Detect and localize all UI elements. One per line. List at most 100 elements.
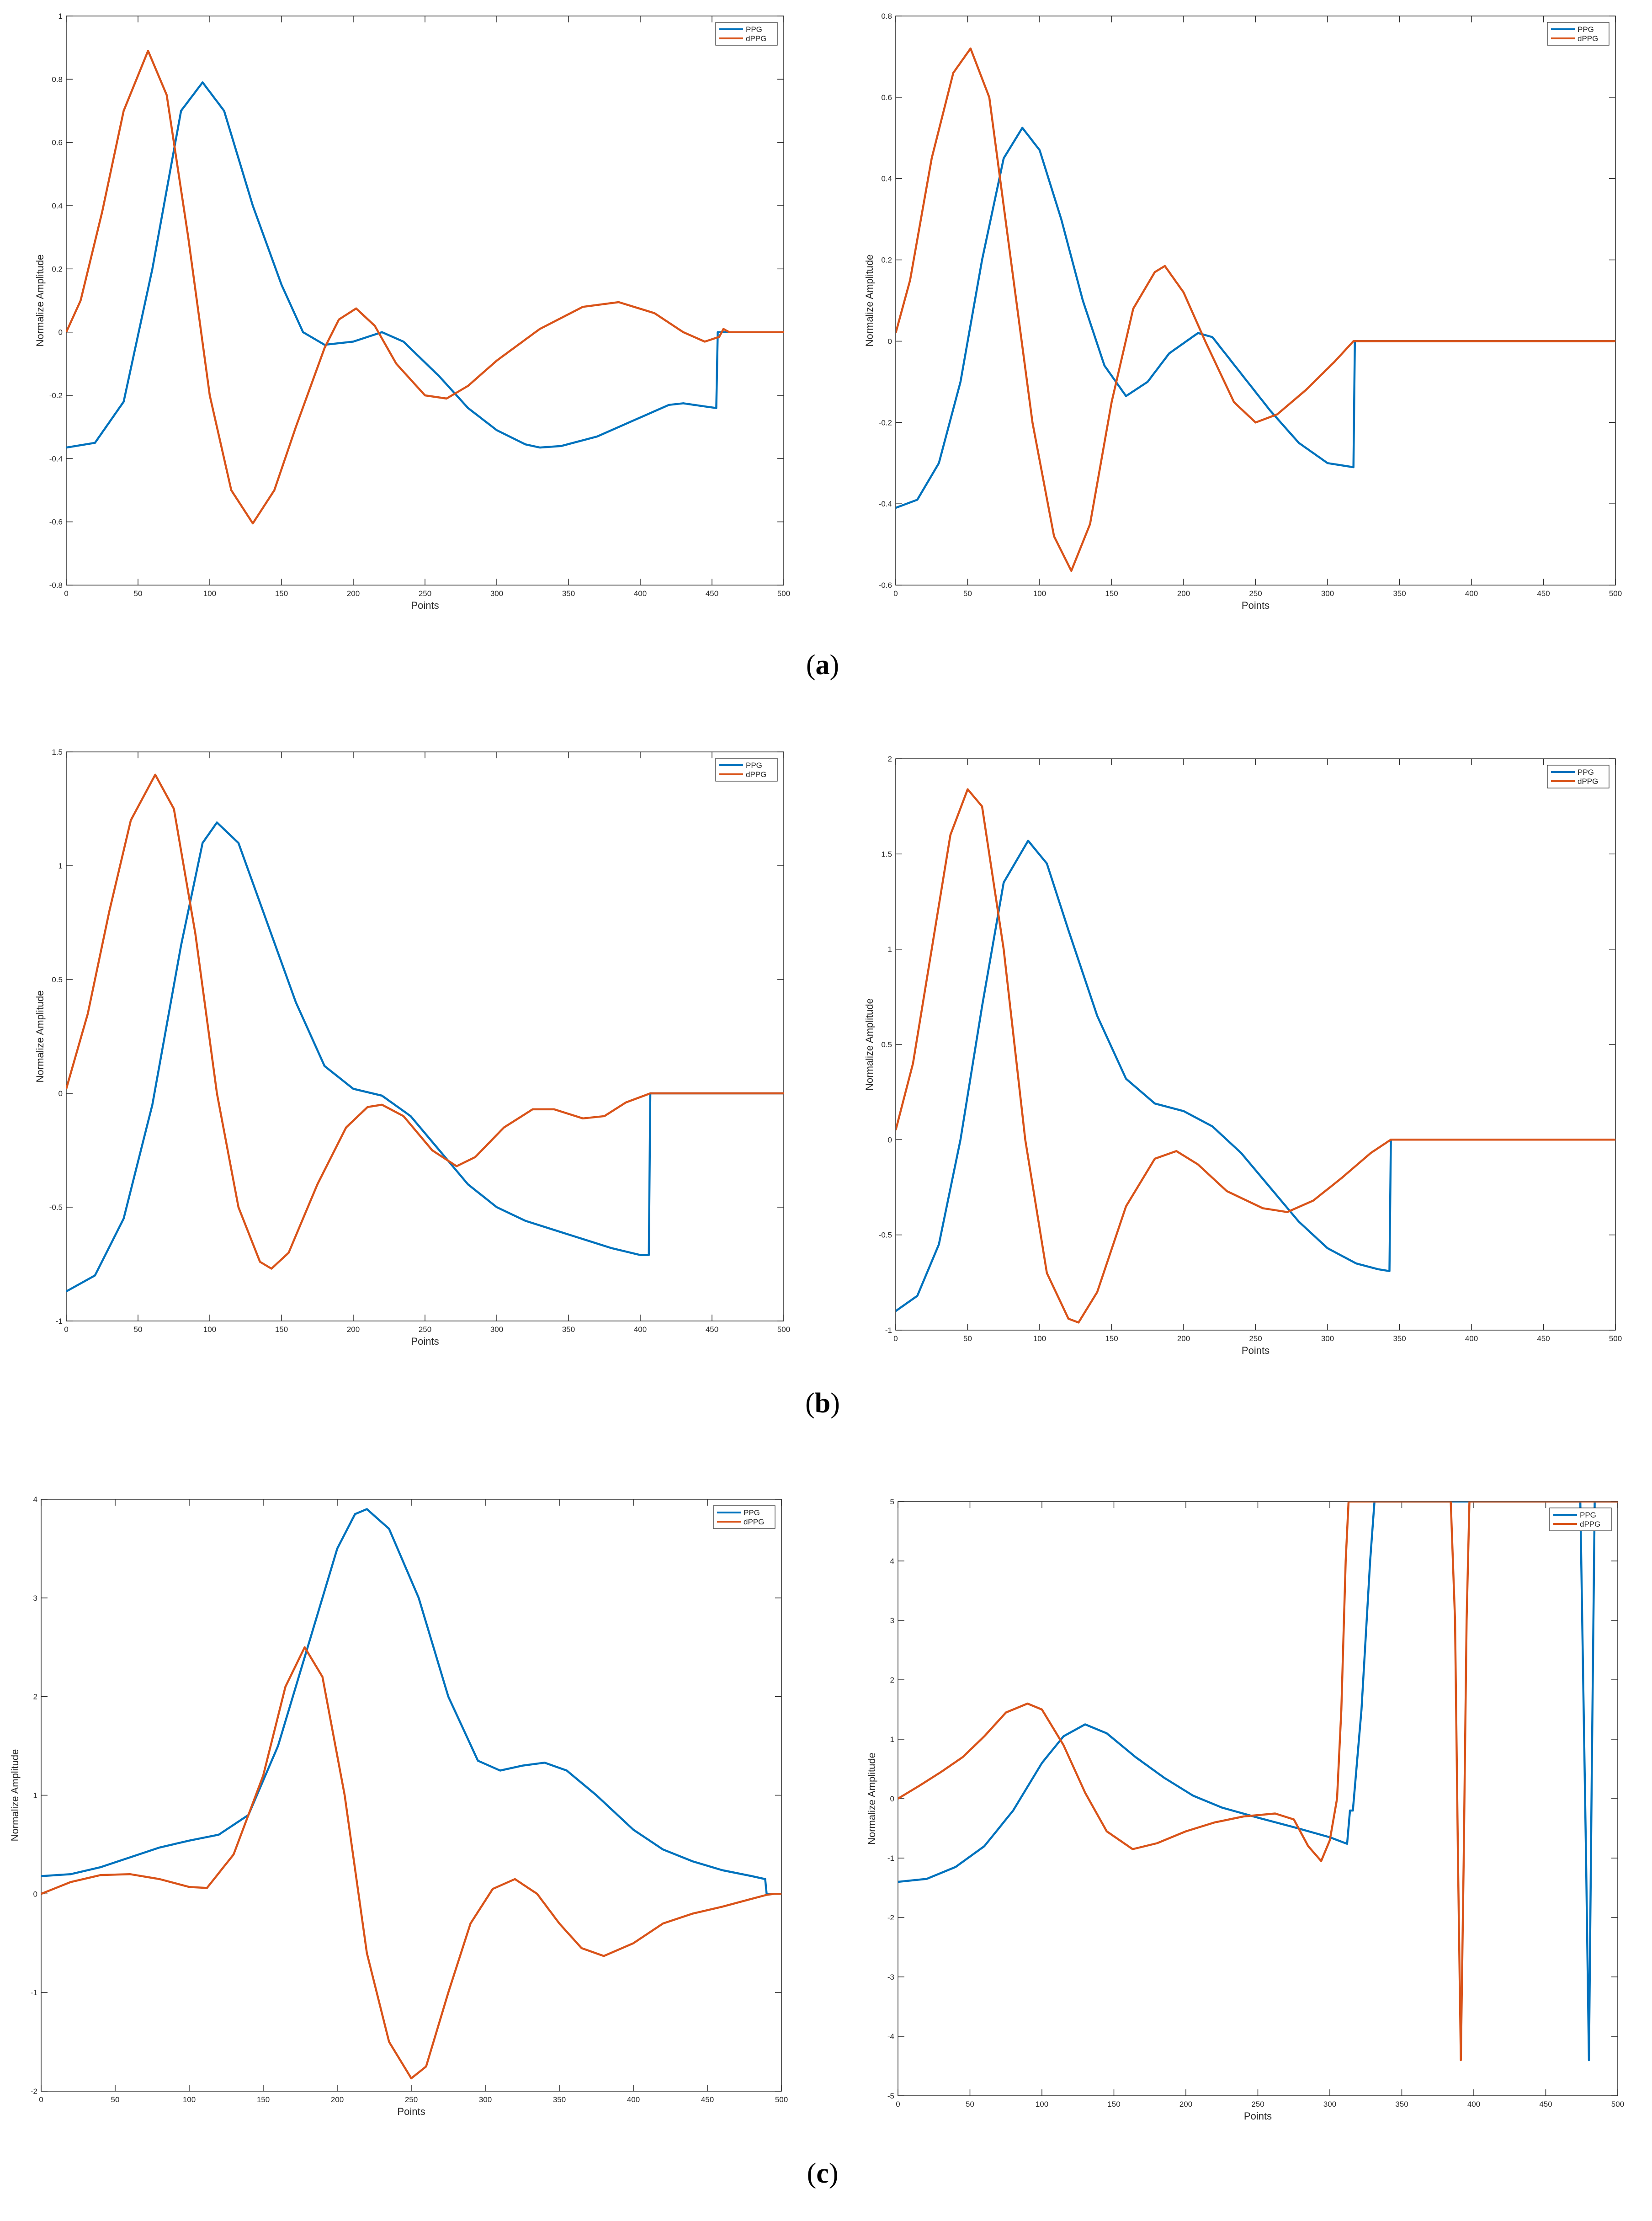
y-tick-label: 5 (890, 1497, 894, 1506)
legend-label-dppg: dPPG (746, 34, 766, 43)
y-tick-label: -0.5 (49, 1203, 63, 1212)
x-tick-label: 250 (1249, 1334, 1262, 1343)
x-tick-label: 50 (966, 2100, 974, 2109)
legend-label-dppg: dPPG (1578, 34, 1598, 43)
legend-label-ppg: PPG (1578, 25, 1594, 34)
x-tick-label: 400 (1467, 2100, 1480, 2109)
legend-box (713, 1505, 776, 1529)
y-axis-label: Normalize Amplitude (9, 1749, 21, 1842)
x-tick-label: 50 (111, 2095, 120, 2104)
legend-label-ppg: PPG (746, 25, 762, 34)
series-line-dppg (66, 49, 784, 525)
y-axis-label: Normalize Amplitude (864, 255, 875, 347)
y-tick-label: -1 (31, 1988, 37, 1997)
x-tick-label: 150 (1105, 589, 1118, 598)
x-tick-label: 250 (419, 1325, 431, 1334)
x-tick-label: 50 (134, 1325, 143, 1334)
x-tick-label: 350 (562, 589, 575, 598)
legend-label-dppg: dPPG (1580, 1520, 1600, 1529)
x-tick-label: 200 (1179, 2100, 1192, 2109)
legend-label-ppg: PPG (744, 1508, 760, 1517)
chart-panel-a-right: 0 50 100 150 200 250 300 350 400 450 500 -0.6 -0.4 -0… (861, 11, 1622, 619)
series-line-dppg (896, 47, 1615, 572)
x-tick-label: 200 (347, 1325, 360, 1334)
figure-caption-b: (b) (805, 1388, 840, 1419)
y-tick-label: 0.5 (52, 975, 63, 984)
legend-label-ppg: PPG (746, 761, 762, 770)
x-tick-label: 450 (1537, 589, 1550, 598)
chart-panel-b-left: 0 50 100 150 200 250 300 350 400 450 500 -1 -0.5 0 0.5… (32, 747, 791, 1355)
x-tick-label: 50 (963, 1334, 972, 1343)
y-tick-label: 0.2 (881, 256, 892, 265)
legend-label-dppg: dPPG (744, 1518, 764, 1526)
y-tick-label: -0.6 (879, 581, 892, 590)
x-tick-label: 350 (1393, 589, 1406, 598)
x-tick-label: 500 (775, 2095, 788, 2104)
x-tick-label: 500 (777, 589, 790, 598)
y-tick-label: 0 (888, 337, 892, 346)
x-tick-label: 150 (275, 1325, 288, 1334)
x-tick-label: 250 (1249, 589, 1262, 598)
x-tick-label: 450 (706, 1325, 718, 1334)
x-tick-label: 350 (1395, 2100, 1408, 2109)
x-tick-label: 400 (1465, 589, 1478, 598)
y-tick-label: -0.5 (879, 1231, 892, 1240)
x-axis-label: Points (1244, 2110, 1272, 2122)
legend-box (1547, 22, 1610, 46)
y-tick-label: 4 (890, 1557, 894, 1566)
series-line-ppg (898, 1502, 1618, 2061)
y-tick-label: -0.2 (879, 418, 892, 427)
x-tick-label: 250 (419, 589, 431, 598)
x-tick-label: 450 (706, 589, 718, 598)
y-tick-label: 2 (888, 755, 892, 763)
y-tick-label: 0.2 (52, 265, 63, 273)
series-line-dppg (41, 1646, 781, 2080)
x-tick-label: 100 (183, 2095, 196, 2104)
x-tick-label: 350 (562, 1325, 575, 1334)
series-line-ppg (896, 127, 1615, 509)
x-tick-label: 100 (1033, 1334, 1046, 1343)
chart-panel-b-right: 0 50 100 150 200 250 300 350 400 450 500 -1 -0.5 0 0.5… (861, 754, 1622, 1364)
y-tick-label: 0 (888, 1135, 892, 1144)
chart-svg: 0 50 100 150 200 250 300 350 400 450 500 -1 -0.5 0 0.5… (34, 748, 790, 1347)
y-tick-label: 0 (58, 328, 63, 337)
series-line-ppg (66, 821, 784, 1293)
x-tick-label: 400 (627, 2095, 640, 2104)
y-tick-label: 0.4 (881, 175, 892, 183)
y-tick-label: 3 (890, 1616, 894, 1625)
y-axis-label: Normalize Amplitude (864, 998, 875, 1091)
plot-area-frame (895, 16, 1616, 586)
y-tick-label: -0.2 (49, 391, 63, 400)
x-tick-label: 200 (331, 2095, 344, 2104)
y-tick-label: 1.5 (881, 850, 892, 858)
x-tick-label: 300 (479, 2095, 492, 2104)
y-tick-label: -1 (56, 1317, 63, 1326)
x-axis-label: Points (411, 1336, 439, 1347)
legend-label-ppg: PPG (1580, 1511, 1596, 1519)
chart-panel-a-left: 0 50 100 150 200 250 300 350 400 450 500 -0.8 -0.6 -0… (32, 11, 791, 619)
chart-svg: 0 50 100 150 200 250 300 350 400 450 500-5-4-3-2-1… (866, 1497, 1624, 2122)
x-axis-label: Points (411, 600, 439, 611)
y-tick-label: 4 (33, 1495, 37, 1504)
legend-box (715, 22, 778, 46)
x-tick-label: 500 (1609, 1334, 1622, 1343)
y-tick-label: 2 (33, 1693, 37, 1701)
x-tick-label: 500 (1609, 589, 1622, 598)
x-tick-label: 150 (275, 589, 288, 598)
x-tick-label: 50 (134, 589, 143, 598)
legend-box (1549, 1507, 1612, 1531)
x-tick-label: 0 (893, 1334, 898, 1343)
series-line-ppg (896, 839, 1615, 1312)
x-tick-label: 500 (777, 1325, 790, 1334)
y-tick-label: 0.6 (881, 93, 892, 102)
x-tick-label: 250 (405, 2095, 418, 2104)
chart-svg: 0 50 100 150 200 250 300 350 400 450 500 -0.8 -0.6 -0… (34, 12, 790, 611)
x-axis-label: Points (397, 2106, 425, 2117)
y-axis-label: Normalize Amplitude (34, 255, 46, 347)
series-line-ppg (41, 1508, 781, 1895)
y-tick-label: -2 (887, 1913, 894, 1922)
y-tick-label: 1 (888, 945, 892, 954)
